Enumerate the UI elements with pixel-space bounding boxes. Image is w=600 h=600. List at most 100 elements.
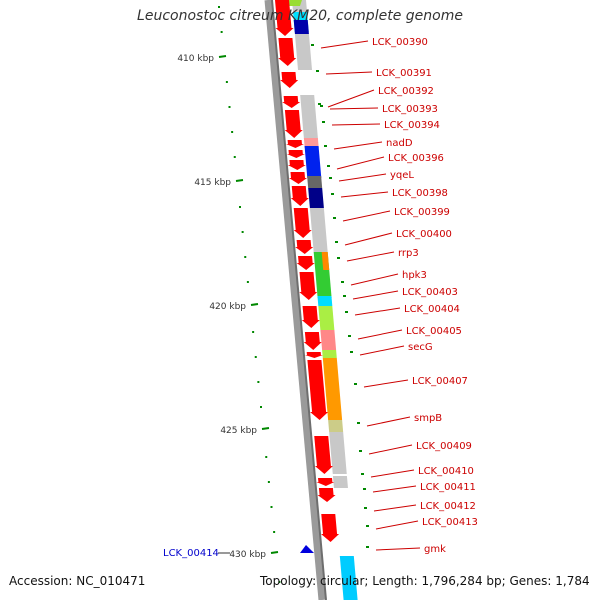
gene-label[interactable]: LCK_00407: [412, 376, 468, 387]
gene-arrow: [304, 352, 323, 358]
ruler-major-tick: [218, 55, 227, 58]
gene-label[interactable]: yqeL: [390, 170, 414, 181]
gene-arrow: [287, 160, 306, 170]
gene-arrow: [314, 436, 333, 474]
gene-arrow: [280, 72, 299, 88]
gene-arrow: [299, 272, 318, 300]
leader-line: [372, 485, 417, 493]
gene-label[interactable]: LCK_00400: [396, 229, 452, 240]
gene-label[interactable]: LCK_00393: [382, 104, 438, 115]
cog-segment: [286, 0, 302, 6]
ruler-major-tick: [261, 427, 270, 430]
ruler-major-tick: [270, 551, 279, 554]
gene-arrow: [293, 208, 312, 238]
gene-label[interactable]: LCK_00392: [378, 86, 434, 97]
gene-arrow: [284, 110, 303, 138]
highlight-gene-label[interactable]: LCK_00414: [163, 548, 219, 559]
leader-line: [373, 504, 417, 512]
ruler-label: 425 kbp: [220, 426, 257, 436]
gene-arrow: [316, 478, 335, 486]
gene-arrow: [301, 306, 320, 328]
cog-segment: [294, 34, 313, 70]
leader-line: [350, 273, 399, 286]
leader-line: [375, 520, 419, 530]
gene-arrow: [282, 96, 301, 108]
gene-arrow: [290, 186, 309, 206]
gene-label[interactable]: secG: [408, 342, 433, 353]
gene-label[interactable]: LCK_00398: [392, 188, 448, 199]
cog-segment: [339, 556, 358, 600]
gene-arrow: [285, 140, 304, 148]
gene-arrow: [307, 360, 329, 420]
ruler: 410 kbp 415 kbp 420 kbp 425 kbp 430 kbp: [177, 6, 281, 583]
cog-segment: [293, 20, 309, 34]
cog-segment: [328, 420, 344, 432]
leader-line: [344, 232, 393, 246]
ruler-major-tick: [235, 179, 244, 182]
gene-arrow: [296, 256, 315, 270]
cog-segment: [322, 350, 337, 358]
highlight-gene-arrow: [300, 545, 314, 553]
gene-label[interactable]: LCK_00409: [416, 441, 472, 452]
leader-line: [359, 345, 405, 356]
gene-arrow: [278, 38, 297, 66]
cog-segment: [315, 270, 332, 298]
gene-label[interactable]: LCK_00403: [402, 287, 458, 298]
cog-segment: [320, 330, 337, 350]
ruler-label: 415 kbp: [194, 178, 231, 188]
cog-segment: [329, 432, 347, 474]
gene-label[interactable]: nadD: [386, 138, 413, 149]
gene-label[interactable]: LCK_00391: [376, 68, 432, 79]
gene-label[interactable]: LCK_00396: [388, 153, 444, 164]
leader-line: [331, 123, 381, 126]
cog-segment: [300, 95, 319, 140]
leader-line: [327, 89, 375, 108]
gene-arrow: [275, 0, 294, 36]
leader-line: [368, 444, 413, 455]
gene-arrows: [275, 0, 340, 542]
cog-segment: [332, 476, 348, 488]
leader-line: [342, 210, 391, 222]
leader-line: [366, 416, 411, 427]
cog-segment: [321, 252, 330, 270]
ruler-label: 420 kbp: [209, 302, 246, 312]
topology-text: Topology: circular; Length: 1,796,284 bp…: [260, 574, 590, 588]
leader-line: [352, 290, 399, 300]
leader-line: [333, 141, 383, 150]
gene-label[interactable]: smpB: [414, 413, 442, 424]
gene-label[interactable]: LCK_00404: [404, 304, 460, 315]
gene-arrow: [303, 332, 322, 350]
backbone: [264, 0, 327, 600]
cog-segment: [318, 306, 335, 330]
cog-segment: [308, 188, 324, 208]
gene-label[interactable]: LCK_00394: [384, 120, 440, 131]
leader-line: [340, 191, 389, 198]
cog-segment: [303, 138, 319, 148]
gene-label[interactable]: LCK_00410: [418, 466, 474, 477]
ruler-major-tick: [250, 303, 259, 306]
cog-color-band: [286, 0, 358, 600]
gene-arrow: [289, 172, 308, 184]
leader-line: [354, 307, 401, 316]
leader-line: [320, 40, 369, 49]
gene-label[interactable]: hpk3: [402, 270, 427, 281]
gene-label[interactable]: LCK_00411: [420, 482, 476, 493]
accession-text: Accession: NC_010471: [9, 574, 146, 588]
leader-line: [346, 251, 395, 262]
cog-segment: [322, 358, 343, 420]
gene-label[interactable]: gmk: [424, 544, 446, 555]
leader-line: [329, 107, 379, 110]
leader-line: [363, 379, 409, 388]
gene-label[interactable]: LCK_00413: [422, 517, 478, 528]
gene-labels: LCK_00390 LCK_00391 LCK_00392 LCK_00393 LCK_…: [311, 37, 478, 555]
gene-label[interactable]: rrp3: [398, 248, 419, 259]
gene-label[interactable]: LCK_00390: [372, 37, 428, 48]
gene-arrow: [317, 488, 336, 502]
ruler-label: 410 kbp: [177, 54, 214, 64]
cog-segment: [307, 176, 323, 188]
cog-segment: [309, 208, 328, 252]
gene-label[interactable]: LCK_00412: [420, 501, 476, 512]
gene-label[interactable]: LCK_00399: [394, 207, 450, 218]
gene-label[interactable]: LCK_00405: [406, 326, 462, 337]
